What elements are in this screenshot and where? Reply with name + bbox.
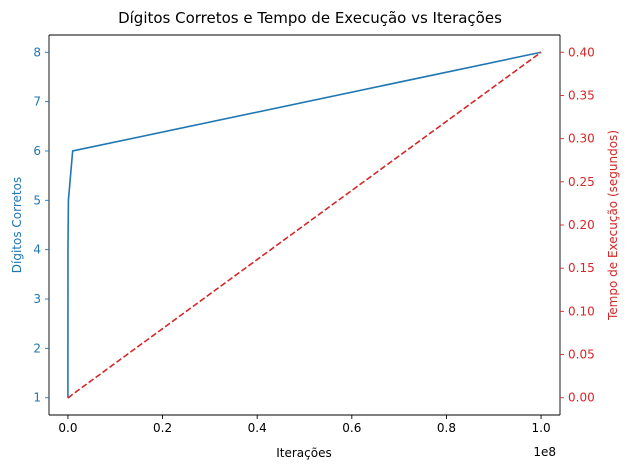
y-right-tick-label: 0.25 [568,175,595,189]
y-left-tick-label: 2 [33,341,41,355]
x-tick-label: 0.4 [248,421,267,435]
y-left-tick-label: 1 [33,391,41,405]
y-right-tick-label: 0.10 [568,304,595,318]
y-left-tick-label: 5 [33,193,41,207]
y-right-tick-label: 0.00 [568,391,595,405]
y-right-tick-label: 0.30 [568,132,595,146]
axes: 0.0 0.2 0.4 0.6 0.8 1.0 1 2 3 4 5 6 7 8 0.00 0.05 0.10 0.… [33,34,595,435]
y-left-tick-label: 6 [33,144,41,158]
x-axis-multiplier: 1e8 [533,445,556,459]
y-right-tick-label: 0.35 [568,88,595,102]
plot-area [67,51,542,399]
y-right-tick-label: 0.20 [568,218,595,232]
x-tick-label: 1.0 [532,421,551,435]
y-left-tick-label: 4 [33,243,41,257]
y-right-tick-label: 0.15 [568,261,595,275]
series-line-tempo-execucao [67,51,542,399]
x-tick-label: 0.6 [342,421,361,435]
y-axis-left-label: Dígitos Corretos [10,177,24,273]
x-tick-label: 0.2 [153,421,172,435]
x-tick-label: 0.0 [58,421,77,435]
chart-title: Dígitos Corretos e Tempo de Execução vs … [118,9,502,27]
y-left-tick-label: 3 [33,292,41,306]
x-axis-label: Iterações [276,446,332,460]
x-tick-label: 0.8 [437,421,456,435]
y-right-tick-label: 0.05 [568,348,595,362]
y-right-tick-label: 0.40 [568,45,595,59]
y-left-tick-label: 8 [33,45,41,59]
y-axis-right-label: Tempo de Execução (segundos) [606,130,620,321]
y-left-tick-label: 7 [33,95,41,109]
series-line-digitos-corretos [67,51,542,398]
